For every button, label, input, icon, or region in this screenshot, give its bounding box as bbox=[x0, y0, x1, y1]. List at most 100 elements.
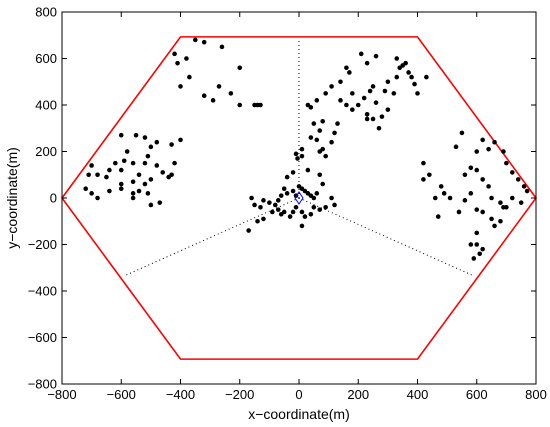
data-point bbox=[308, 135, 314, 140]
data-point bbox=[480, 137, 485, 143]
data-point bbox=[412, 81, 417, 87]
data-point bbox=[142, 135, 148, 140]
data-point bbox=[267, 200, 272, 205]
base-station-marker bbox=[294, 191, 304, 205]
data-point bbox=[489, 195, 494, 201]
x-tick-label: 600 bbox=[466, 387, 488, 402]
data-point bbox=[474, 230, 480, 236]
data-point bbox=[95, 172, 100, 178]
data-point bbox=[305, 102, 311, 108]
data-point bbox=[379, 114, 385, 119]
data-point bbox=[385, 107, 391, 112]
data-point bbox=[317, 128, 323, 133]
data-point bbox=[480, 246, 485, 252]
data-point bbox=[510, 170, 515, 175]
data-point bbox=[394, 74, 400, 80]
data-point bbox=[145, 191, 151, 196]
x-tick-label: 800 bbox=[525, 387, 547, 402]
data-point bbox=[409, 74, 414, 80]
x-axis-label: x−coordinate(m) bbox=[248, 406, 350, 422]
data-point bbox=[169, 172, 174, 178]
data-point bbox=[290, 209, 296, 215]
data-point bbox=[308, 211, 314, 217]
data-point bbox=[287, 214, 293, 219]
x-tick-label: 200 bbox=[347, 387, 369, 402]
data-point bbox=[261, 198, 266, 203]
data-point bbox=[489, 216, 494, 222]
data-point bbox=[456, 209, 462, 215]
data-point bbox=[290, 188, 296, 194]
data-point bbox=[107, 188, 112, 194]
data-point bbox=[335, 121, 340, 126]
data-point bbox=[498, 200, 503, 205]
data-point bbox=[293, 205, 299, 210]
data-point bbox=[521, 184, 527, 189]
x-axis-ticks: −800 −600 −400 −200 0 200 400 600 800 bbox=[47, 12, 547, 402]
data-point bbox=[421, 160, 426, 166]
y-tick-label: −600 bbox=[28, 330, 57, 345]
x-tick-label: −400 bbox=[166, 387, 195, 402]
data-point bbox=[148, 202, 154, 208]
data-point bbox=[332, 130, 337, 136]
y-tick-label: 600 bbox=[35, 51, 57, 66]
data-point bbox=[118, 132, 124, 138]
data-point bbox=[314, 98, 320, 103]
data-point bbox=[344, 102, 349, 108]
data-point bbox=[130, 179, 136, 185]
data-point bbox=[323, 91, 328, 96]
data-point bbox=[154, 163, 160, 168]
data-point bbox=[305, 167, 311, 173]
data-point bbox=[447, 195, 453, 201]
data-point bbox=[311, 121, 317, 126]
data-point bbox=[154, 139, 160, 145]
data-point bbox=[468, 191, 474, 196]
data-point bbox=[338, 98, 343, 103]
data-point bbox=[130, 191, 136, 196]
data-point bbox=[293, 151, 299, 157]
data-point bbox=[364, 60, 370, 66]
data-point bbox=[136, 188, 142, 194]
data-point bbox=[492, 223, 497, 229]
data-point bbox=[323, 205, 328, 210]
data-point bbox=[477, 251, 483, 257]
data-point bbox=[249, 195, 254, 201]
data-point bbox=[281, 209, 287, 215]
data-point bbox=[518, 200, 524, 205]
data-point bbox=[468, 242, 474, 247]
data-point bbox=[320, 181, 326, 187]
y-tick-label: −200 bbox=[28, 237, 57, 252]
data-point bbox=[480, 209, 485, 215]
y-axis-label: y−coordinate(m) bbox=[4, 147, 20, 249]
data-point bbox=[474, 207, 480, 212]
data-point bbox=[237, 102, 243, 108]
data-point bbox=[89, 163, 94, 168]
data-point bbox=[480, 177, 485, 182]
data-point bbox=[314, 191, 320, 196]
data-point bbox=[427, 172, 432, 178]
y-tick-label: 0 bbox=[50, 191, 57, 206]
data-point bbox=[86, 172, 91, 178]
data-point bbox=[258, 205, 263, 210]
data-point bbox=[364, 112, 370, 117]
data-point bbox=[361, 95, 367, 101]
data-point bbox=[332, 202, 337, 208]
data-point bbox=[290, 170, 296, 175]
data-point bbox=[187, 74, 192, 80]
data-point bbox=[415, 91, 420, 96]
data-point bbox=[175, 60, 180, 66]
data-point bbox=[142, 181, 148, 187]
data-point bbox=[252, 202, 257, 208]
data-point bbox=[302, 214, 308, 219]
data-point bbox=[273, 202, 278, 208]
data-point bbox=[201, 39, 207, 45]
data-point bbox=[358, 51, 364, 57]
data-point bbox=[355, 102, 361, 108]
data-point bbox=[299, 209, 305, 215]
data-point bbox=[275, 198, 281, 203]
data-point bbox=[462, 198, 468, 203]
data-point bbox=[193, 37, 198, 43]
data-points bbox=[83, 37, 530, 261]
data-point bbox=[468, 165, 474, 171]
data-point bbox=[501, 149, 506, 154]
data-point bbox=[130, 195, 136, 201]
